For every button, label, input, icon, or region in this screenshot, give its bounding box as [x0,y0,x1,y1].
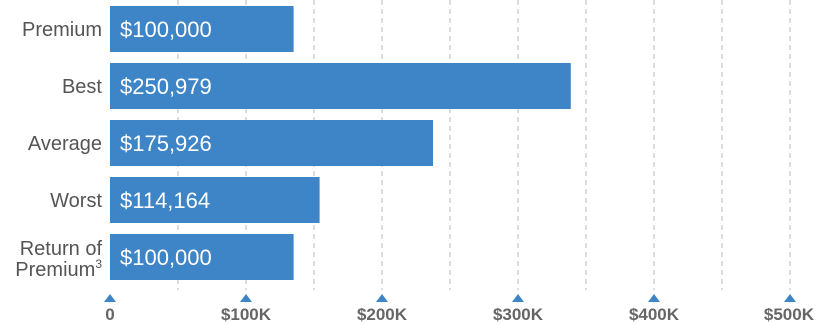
x-axis: 0 $100K $200K $300K $400K $500K [104,294,815,324]
bar-best [110,63,571,109]
data-label: $100,000 [120,245,212,270]
category-label: Best [62,76,102,98]
bar-average [110,120,434,166]
tick-label: $300K [493,305,544,324]
bar-return-of-premium [110,234,294,280]
category-label: Premium3 [15,257,102,281]
data-label: $114,164 [120,188,210,213]
tick-marker [104,294,116,302]
tick-marker [376,294,388,302]
data-label: $250,979 [120,74,212,99]
tick-label: $200K [357,305,408,324]
data-label: $175,926 [120,131,212,156]
tick-marker [648,294,660,302]
category-label: Worst [50,190,102,212]
tick-marker [512,294,524,302]
tick-marker [784,294,796,302]
bar-premium [110,6,294,52]
category-label: Return of [20,238,103,260]
tick-marker [240,294,252,302]
category-label: Premium [22,19,102,41]
tick-label: $400K [629,305,680,324]
tick-label: 0 [105,305,114,324]
tick-label: $500K [764,305,815,324]
bar-worst [110,177,320,223]
category-label: Average [28,133,102,155]
tick-label: $100K [221,305,272,324]
data-label: $100,000 [120,17,212,42]
bars: $100,000 $250,979 $175,926 $114,164 $100,000 [110,6,571,280]
